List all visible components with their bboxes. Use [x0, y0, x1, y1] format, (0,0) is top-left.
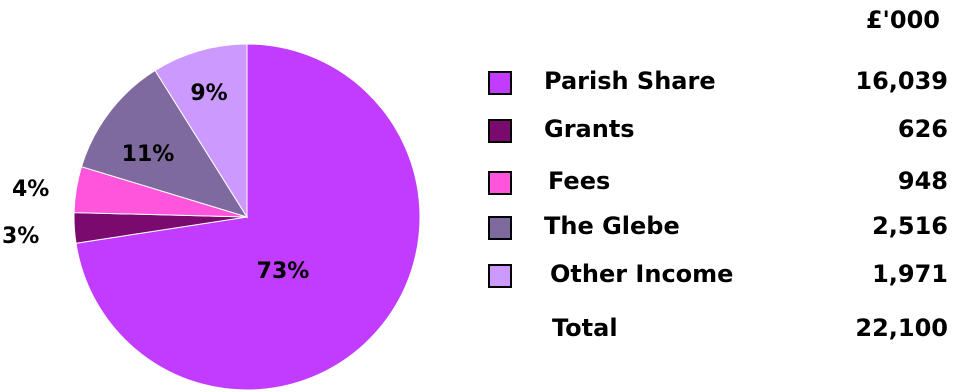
pie-percent-label-grants: 3%: [2, 224, 39, 249]
legend-value-fees: 948: [897, 167, 948, 195]
pie-percent-label-parish-share: 73%: [257, 259, 310, 284]
legend-swatch-parish-share: [488, 71, 512, 95]
pie-percent-label-the-glebe: 11%: [122, 142, 175, 167]
unit-label: £'000: [865, 6, 940, 34]
legend-label-other-income: Other Income: [550, 260, 734, 288]
legend-label-the-glebe: The Glebe: [544, 212, 680, 240]
pie-slice-other-income: [154, 43, 248, 219]
legend-item-the-glebe: The Glebe 2,516: [488, 211, 948, 245]
legend-item-other-income: Other Income 1,971: [488, 259, 948, 293]
legend-total-row: Total 22,100: [488, 313, 948, 347]
legend-item-parish-share: Parish Share 16,039: [488, 66, 948, 100]
pie-percent-label-other-income: 9%: [190, 81, 227, 106]
legend-item-fees: Fees 948: [488, 166, 948, 200]
legend-value-grants: 626: [897, 115, 948, 143]
legend-swatch-grants: [488, 119, 512, 143]
pie-percent-label-fees: 4%: [12, 177, 49, 202]
total-label: Total: [552, 314, 618, 342]
legend-label-parish-share: Parish Share: [544, 67, 716, 95]
legend-label-fees: Fees: [548, 167, 611, 195]
pie-slice-the-glebe: [80, 69, 249, 218]
legend-swatch-fees: [488, 171, 512, 195]
legend-value-parish-share: 16,039: [855, 67, 948, 95]
legend-swatch-other-income: [488, 264, 512, 288]
legend-swatch-the-glebe: [488, 216, 512, 240]
legend-item-grants: Grants 626: [488, 114, 948, 148]
legend-value-the-glebe: 2,516: [872, 212, 948, 240]
legend-value-other-income: 1,971: [872, 260, 948, 288]
total-value: 22,100: [855, 314, 948, 342]
pie-chart: 73% 3% 4% 11% 9%: [2, 43, 421, 391]
legend-label-grants: Grants: [544, 115, 635, 143]
pie-slice-parish-share: [75, 43, 421, 391]
